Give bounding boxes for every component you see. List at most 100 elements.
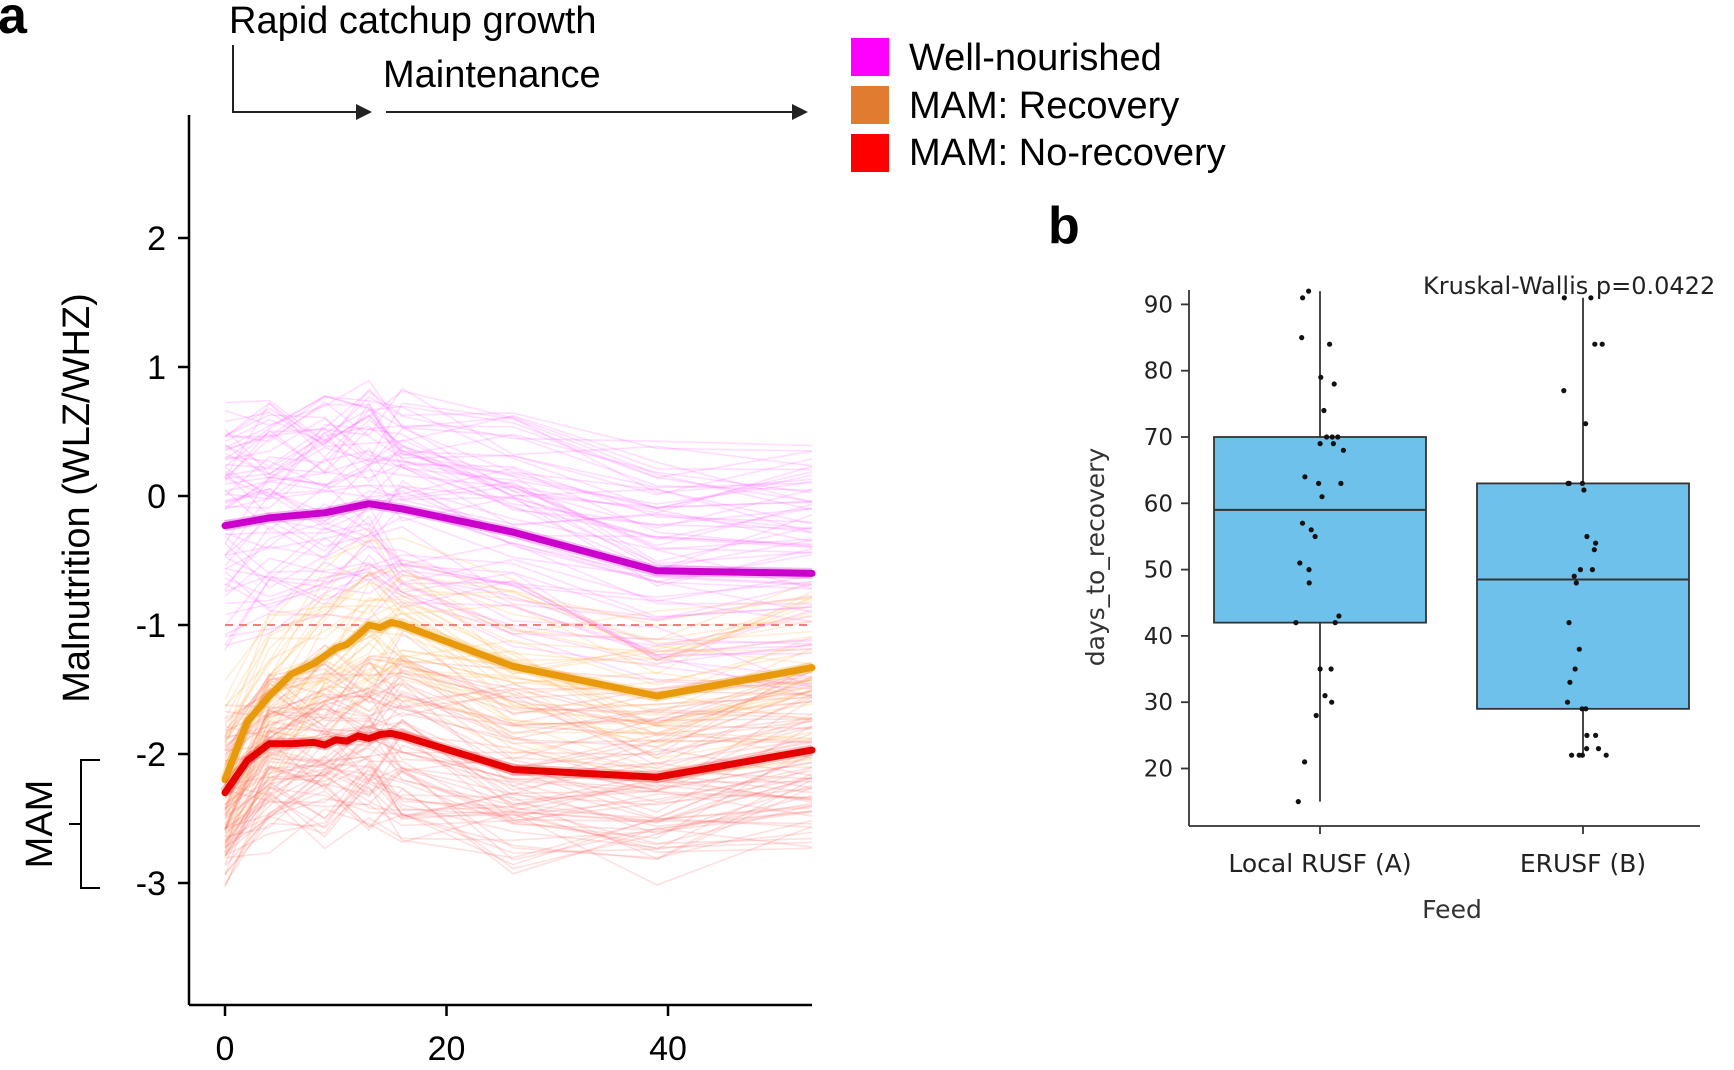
individual-trace bbox=[224, 402, 813, 511]
individual-trace bbox=[224, 727, 813, 812]
data-point bbox=[1330, 441, 1336, 447]
y-tick-label-a: -3 bbox=[136, 865, 166, 903]
individual-trace bbox=[224, 760, 813, 875]
individual-trace bbox=[224, 458, 813, 554]
y-tick-label-b: 90 bbox=[1144, 292, 1173, 318]
individual-trace bbox=[224, 414, 813, 526]
individual-trace bbox=[224, 748, 813, 835]
individual-trace bbox=[224, 574, 813, 688]
individual-trace bbox=[224, 446, 813, 530]
data-point bbox=[1313, 712, 1319, 719]
x-tick-label-b: ERUSF (B) bbox=[1520, 849, 1646, 878]
individual-trace bbox=[224, 757, 813, 848]
catchup-annotation: Rapid catchup growth bbox=[229, 0, 597, 42]
individual-trace bbox=[224, 658, 813, 830]
data-point bbox=[1319, 494, 1325, 500]
y-tick-label-b: 80 bbox=[1144, 359, 1173, 385]
individual-trace bbox=[224, 785, 813, 859]
individual-trace bbox=[224, 650, 813, 802]
individual-trace bbox=[224, 481, 813, 572]
individual-trace bbox=[224, 582, 813, 665]
individual-trace bbox=[224, 545, 813, 646]
data-point bbox=[1302, 474, 1308, 480]
individual-trace bbox=[224, 571, 813, 698]
arrow-heads bbox=[356, 104, 808, 120]
data-point bbox=[1564, 699, 1571, 705]
data-point bbox=[1579, 706, 1585, 712]
data-point bbox=[1336, 613, 1342, 619]
individual-trace bbox=[224, 655, 813, 756]
data-point bbox=[1591, 547, 1597, 553]
individual-trace bbox=[224, 427, 813, 525]
individual-trace bbox=[224, 728, 813, 849]
individual-trace bbox=[224, 681, 813, 836]
individual-trace bbox=[224, 425, 813, 489]
data-point bbox=[1573, 580, 1579, 586]
individual-trace bbox=[224, 692, 813, 814]
individual-trace bbox=[224, 484, 813, 565]
individual-trace bbox=[224, 379, 813, 471]
individual-trace bbox=[224, 562, 813, 656]
data-point bbox=[1322, 693, 1328, 699]
data-point bbox=[1329, 699, 1335, 705]
individual-trace bbox=[224, 620, 813, 795]
x-axis-label-b: Feed bbox=[1422, 895, 1482, 924]
data-point bbox=[1577, 567, 1583, 573]
individual-trace bbox=[224, 561, 813, 647]
individual-trace bbox=[224, 527, 813, 598]
data-point bbox=[1584, 732, 1590, 739]
individual-trace bbox=[224, 486, 813, 590]
individual-trace bbox=[224, 682, 813, 788]
legend-swatch-well-nourished bbox=[851, 38, 889, 76]
individual-trace bbox=[224, 657, 813, 766]
data-point bbox=[1335, 434, 1341, 440]
individual-trace bbox=[224, 504, 813, 602]
individual-trace bbox=[224, 401, 813, 503]
legend-label-mam-no-recovery: MAM: No-recovery bbox=[909, 132, 1226, 174]
individual-trace bbox=[224, 590, 813, 735]
individual-trace bbox=[224, 642, 813, 853]
data-point bbox=[1332, 620, 1338, 626]
individual-trace bbox=[224, 727, 813, 818]
data-point bbox=[1340, 447, 1346, 453]
data-point bbox=[1569, 752, 1575, 758]
individual-trace bbox=[224, 390, 813, 494]
data-point bbox=[1589, 567, 1595, 573]
individual-trace bbox=[224, 402, 813, 504]
catchup-arrow-head bbox=[356, 104, 372, 120]
individual-trace bbox=[224, 537, 813, 681]
individual-trace bbox=[224, 689, 813, 886]
individual-trace bbox=[224, 670, 813, 745]
data-point bbox=[1572, 666, 1578, 672]
data-point bbox=[1338, 480, 1344, 486]
individual-trace bbox=[224, 401, 813, 496]
individual-trace bbox=[224, 521, 813, 619]
catchup-arrow-line bbox=[232, 45, 366, 113]
y-tick-label-a: 2 bbox=[147, 220, 166, 258]
individual-trace bbox=[224, 594, 813, 744]
individual-trace bbox=[224, 660, 813, 708]
data-point bbox=[1584, 533, 1590, 540]
y-tick-label-a: -2 bbox=[136, 736, 166, 774]
y-tick-label-a: 0 bbox=[147, 478, 166, 516]
individual-trace bbox=[224, 720, 813, 830]
mean-lines bbox=[219, 498, 816, 797]
y-tick-label-b: 30 bbox=[1144, 690, 1173, 716]
data-point bbox=[1576, 646, 1582, 652]
data-point bbox=[1561, 295, 1567, 301]
individual-trace bbox=[224, 563, 813, 765]
data-point bbox=[1299, 520, 1306, 526]
data-point bbox=[1308, 527, 1314, 533]
individual-trace bbox=[224, 557, 813, 659]
individual-trace bbox=[224, 767, 813, 823]
individual-trace bbox=[224, 760, 813, 843]
individual-trace bbox=[224, 403, 813, 514]
kruskal-wallis-annotation: Kruskal-Wallis p=0.0422 bbox=[1423, 272, 1715, 300]
individual-trace bbox=[224, 390, 813, 452]
data-point bbox=[1300, 295, 1306, 301]
mam-bracket-line bbox=[80, 759, 100, 889]
y-axis-label-a: Malnutrition (WLZ/WHZ) bbox=[56, 293, 98, 703]
data-point bbox=[1293, 620, 1299, 626]
individual-trace bbox=[224, 401, 813, 505]
